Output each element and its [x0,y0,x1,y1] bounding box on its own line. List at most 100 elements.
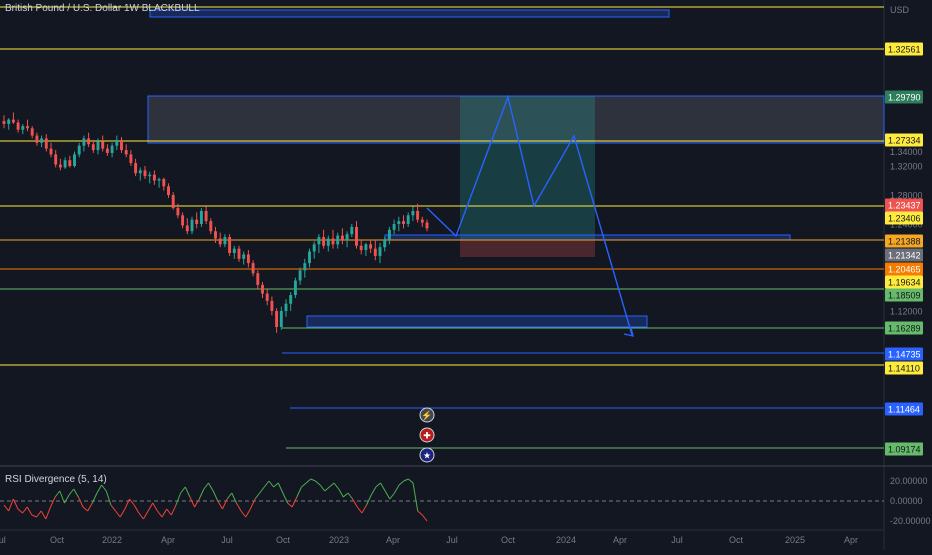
candle [2,115,6,129]
candle [411,206,415,222]
price-tag: 1.14735 [885,347,923,361]
x-tick-label: Oct [501,535,516,545]
candle [228,234,232,256]
rsi-segment [403,478,409,482]
candle [91,139,95,153]
candle-body [420,219,424,223]
candle [350,224,354,238]
rsi-segment [73,488,79,498]
rsi-segment [161,508,168,518]
candle-body [223,237,227,245]
rsi-segment [375,482,381,488]
candle [420,216,424,227]
candle [143,166,147,180]
candle [336,232,340,249]
rsi-segment [268,480,274,488]
price-tag-value: 1.21388 [888,237,921,247]
x-tick-label: Apr [386,535,400,545]
candle-body [185,225,189,232]
price-tag: 1.18509 [885,288,923,302]
candle-body [181,215,185,226]
rsi-segment [184,486,191,498]
candle [416,203,420,223]
candle [152,170,156,185]
projection-path [426,94,633,336]
candle [279,306,283,330]
rsi-segment [347,492,354,500]
rsi-segment [370,486,377,496]
candle-body [87,138,91,145]
candle [242,251,246,265]
y-tick-label: 1.28000 [890,191,923,201]
candle [326,235,330,252]
rsi-segment [277,482,284,494]
price-tag: 1.14110 [885,361,923,375]
candle-body [303,263,307,271]
rsi-tick-label: 20.00000 [890,476,928,486]
price-tag: 1.23406 [885,211,923,225]
rsi-segment [124,498,130,510]
candle-body [345,234,349,240]
x-tick-label: Oct [276,535,291,545]
us-event-icon [419,447,435,463]
candle-body [265,293,269,301]
rsi-segment [338,488,344,498]
symbol-title: British Pound / U.S. Dollar 1W BLACKBULL [5,3,200,14]
rsi-segment [40,510,47,520]
price-tag: 1.11464 [885,402,923,416]
candle [312,241,316,259]
candle [406,212,410,227]
candle-body [378,247,382,256]
price-tag-value: 1.20465 [888,265,921,275]
candle-body [383,239,387,248]
flash-event-icon [419,407,435,423]
candle-body [237,248,241,259]
candle-body [317,237,321,245]
candle [77,142,81,158]
candle-body [204,210,208,222]
candle [275,308,279,333]
rsi-segment [417,510,423,516]
candle-body [322,237,326,246]
candle-body [397,221,401,224]
x-tick-label: Jul [221,535,233,545]
candle [199,208,203,227]
candle-body [312,244,316,252]
axis-unit-label: USD [890,5,910,15]
candle-body [387,229,391,240]
candle [35,132,39,146]
top-zone [149,9,670,18]
candle-body [411,210,415,216]
candle-body [63,160,67,168]
price-tag-value: 1.23437 [888,201,921,211]
rsi-segment [115,510,121,518]
rsi-segment [291,496,298,508]
candle [345,231,349,248]
candle [261,282,264,298]
candle-body [30,128,34,136]
candle [369,239,373,253]
uk-event-icon [419,427,435,443]
rsi-segment [296,486,302,498]
candle-body [364,244,368,251]
candle [298,267,302,285]
price-tag-value: 1.11464 [888,405,920,415]
price-tag-value: 1.18509 [888,291,921,301]
candle-body [167,186,170,195]
candle-body [82,138,86,146]
uk-event-icon-glyph: ✚ [423,431,431,441]
candle [256,270,260,290]
candle-body [7,119,11,124]
candle [246,250,250,268]
candle-body [331,238,335,245]
candle [73,151,76,168]
candle-body [336,235,340,245]
rsi-segment [389,492,395,500]
x-tick-label: Apr [844,535,858,545]
candle [317,234,321,253]
candle-body [298,270,302,281]
candle-body [16,122,20,130]
rsi-segment [254,492,261,500]
candle-body [289,295,293,304]
